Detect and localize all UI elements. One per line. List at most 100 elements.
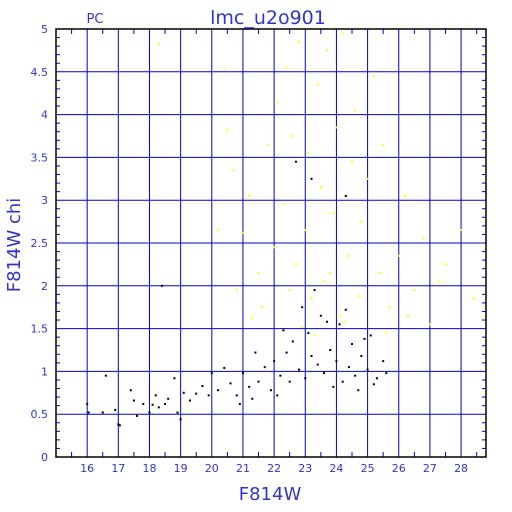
data-point-black [207, 394, 210, 397]
data-point-black [173, 377, 176, 380]
data-point-black [114, 408, 117, 411]
data-point-black [188, 399, 191, 402]
data-point-black [167, 397, 170, 400]
data-point-black [351, 343, 354, 346]
data-point-yellow [360, 220, 363, 223]
y-tick-label: 1.5 [31, 323, 49, 336]
data-point-black [285, 351, 288, 354]
data-point-black [142, 402, 145, 405]
x-tick-label: 26 [392, 462, 406, 475]
data-point-black [363, 337, 366, 340]
x-axis-label: F814W [239, 484, 302, 505]
data-point-yellow [316, 83, 319, 86]
y-tick-label: 1 [41, 365, 48, 378]
data-point-black [229, 382, 232, 385]
data-point-yellow [357, 295, 360, 298]
data-point-black [223, 366, 226, 369]
data-point-black [157, 406, 160, 409]
data-point-black [164, 402, 167, 405]
data-point-yellow [257, 271, 260, 274]
data-point-black [341, 380, 344, 383]
data-point-yellow [248, 194, 251, 197]
data-point-yellow [382, 143, 385, 146]
data-point-yellow [276, 100, 279, 103]
data-point-black [369, 334, 372, 337]
data-point-yellow [351, 160, 354, 163]
data-point-yellow [307, 152, 310, 155]
data-point-yellow [294, 263, 297, 266]
x-tick-label: 19 [174, 462, 188, 475]
data-point-black [217, 389, 220, 392]
data-point-black [322, 372, 325, 375]
data-point-black [307, 331, 310, 334]
data-point-yellow [235, 289, 238, 292]
data-point-black [87, 411, 90, 414]
x-tick-label: 16 [80, 462, 94, 475]
data-point-black [160, 284, 163, 287]
data-point-yellow [329, 271, 332, 274]
x-tick-label: 18 [142, 462, 156, 475]
data-point-black [375, 377, 378, 380]
data-point-yellow [157, 43, 160, 46]
data-point-black [257, 380, 260, 383]
data-point-yellow [304, 229, 307, 232]
data-point-yellow [273, 246, 276, 249]
data-point-black [335, 360, 338, 363]
data-point-black [282, 329, 285, 332]
data-point-yellow [407, 314, 410, 317]
x-tick-label: 27 [423, 462, 437, 475]
data-point-yellow [319, 186, 322, 189]
data-point-black [104, 374, 107, 377]
data-point-yellow [260, 306, 263, 309]
data-point-black [372, 383, 375, 386]
data-point-yellow [403, 194, 406, 197]
data-point-black [288, 380, 291, 383]
data-point-black [176, 411, 179, 414]
data-point-black [251, 397, 254, 400]
data-point-yellow [444, 263, 447, 266]
data-point-yellow [232, 169, 235, 172]
data-point-black [301, 306, 304, 309]
data-point-black [154, 394, 157, 397]
data-point-black [316, 363, 319, 366]
plot-frame [55, 28, 487, 458]
data-point-yellow [288, 289, 291, 292]
data-point-black [326, 320, 329, 323]
data-point-black [179, 418, 182, 421]
data-point-black [357, 389, 360, 392]
data-point-black [263, 366, 266, 369]
tick-labels: 16 17 18 19 20 21 22 23 24 25 26 27 28 0 0.5 1 1.5 2 2.5 3 3… [31, 23, 469, 475]
x-tick-label: 22 [267, 462, 281, 475]
corner-label: PC [87, 12, 104, 27]
y-tick-label: 3 [41, 194, 48, 207]
data-point-yellow [344, 320, 347, 323]
data-point-yellow [322, 280, 325, 283]
data-point-black [238, 402, 241, 405]
x-tick-label: 28 [454, 462, 468, 475]
data-point-black [235, 394, 238, 397]
data-point-black [313, 289, 316, 292]
data-point-yellow [388, 306, 391, 309]
data-point-black [310, 354, 313, 357]
data-point-black [101, 411, 104, 414]
data-point-black [294, 160, 297, 163]
data-point-yellow [241, 231, 244, 234]
data-point-yellow [460, 229, 463, 232]
data-point-yellow [366, 177, 369, 180]
x-tick-label: 25 [361, 462, 375, 475]
data-point-yellow [354, 109, 357, 112]
data-point-black [385, 372, 388, 375]
data-points [86, 32, 475, 427]
data-point-black [151, 403, 154, 406]
data-point-black [332, 385, 335, 388]
data-point-black [273, 360, 276, 363]
data-point-black [210, 372, 213, 375]
y-tick-label: 5 [41, 23, 48, 36]
x-tick-label: 21 [236, 462, 250, 475]
data-point-yellow [282, 203, 285, 206]
data-point-black [354, 374, 357, 377]
data-point-black [279, 374, 282, 377]
y-tick-label: 0 [41, 451, 48, 464]
data-point-yellow [301, 325, 304, 328]
